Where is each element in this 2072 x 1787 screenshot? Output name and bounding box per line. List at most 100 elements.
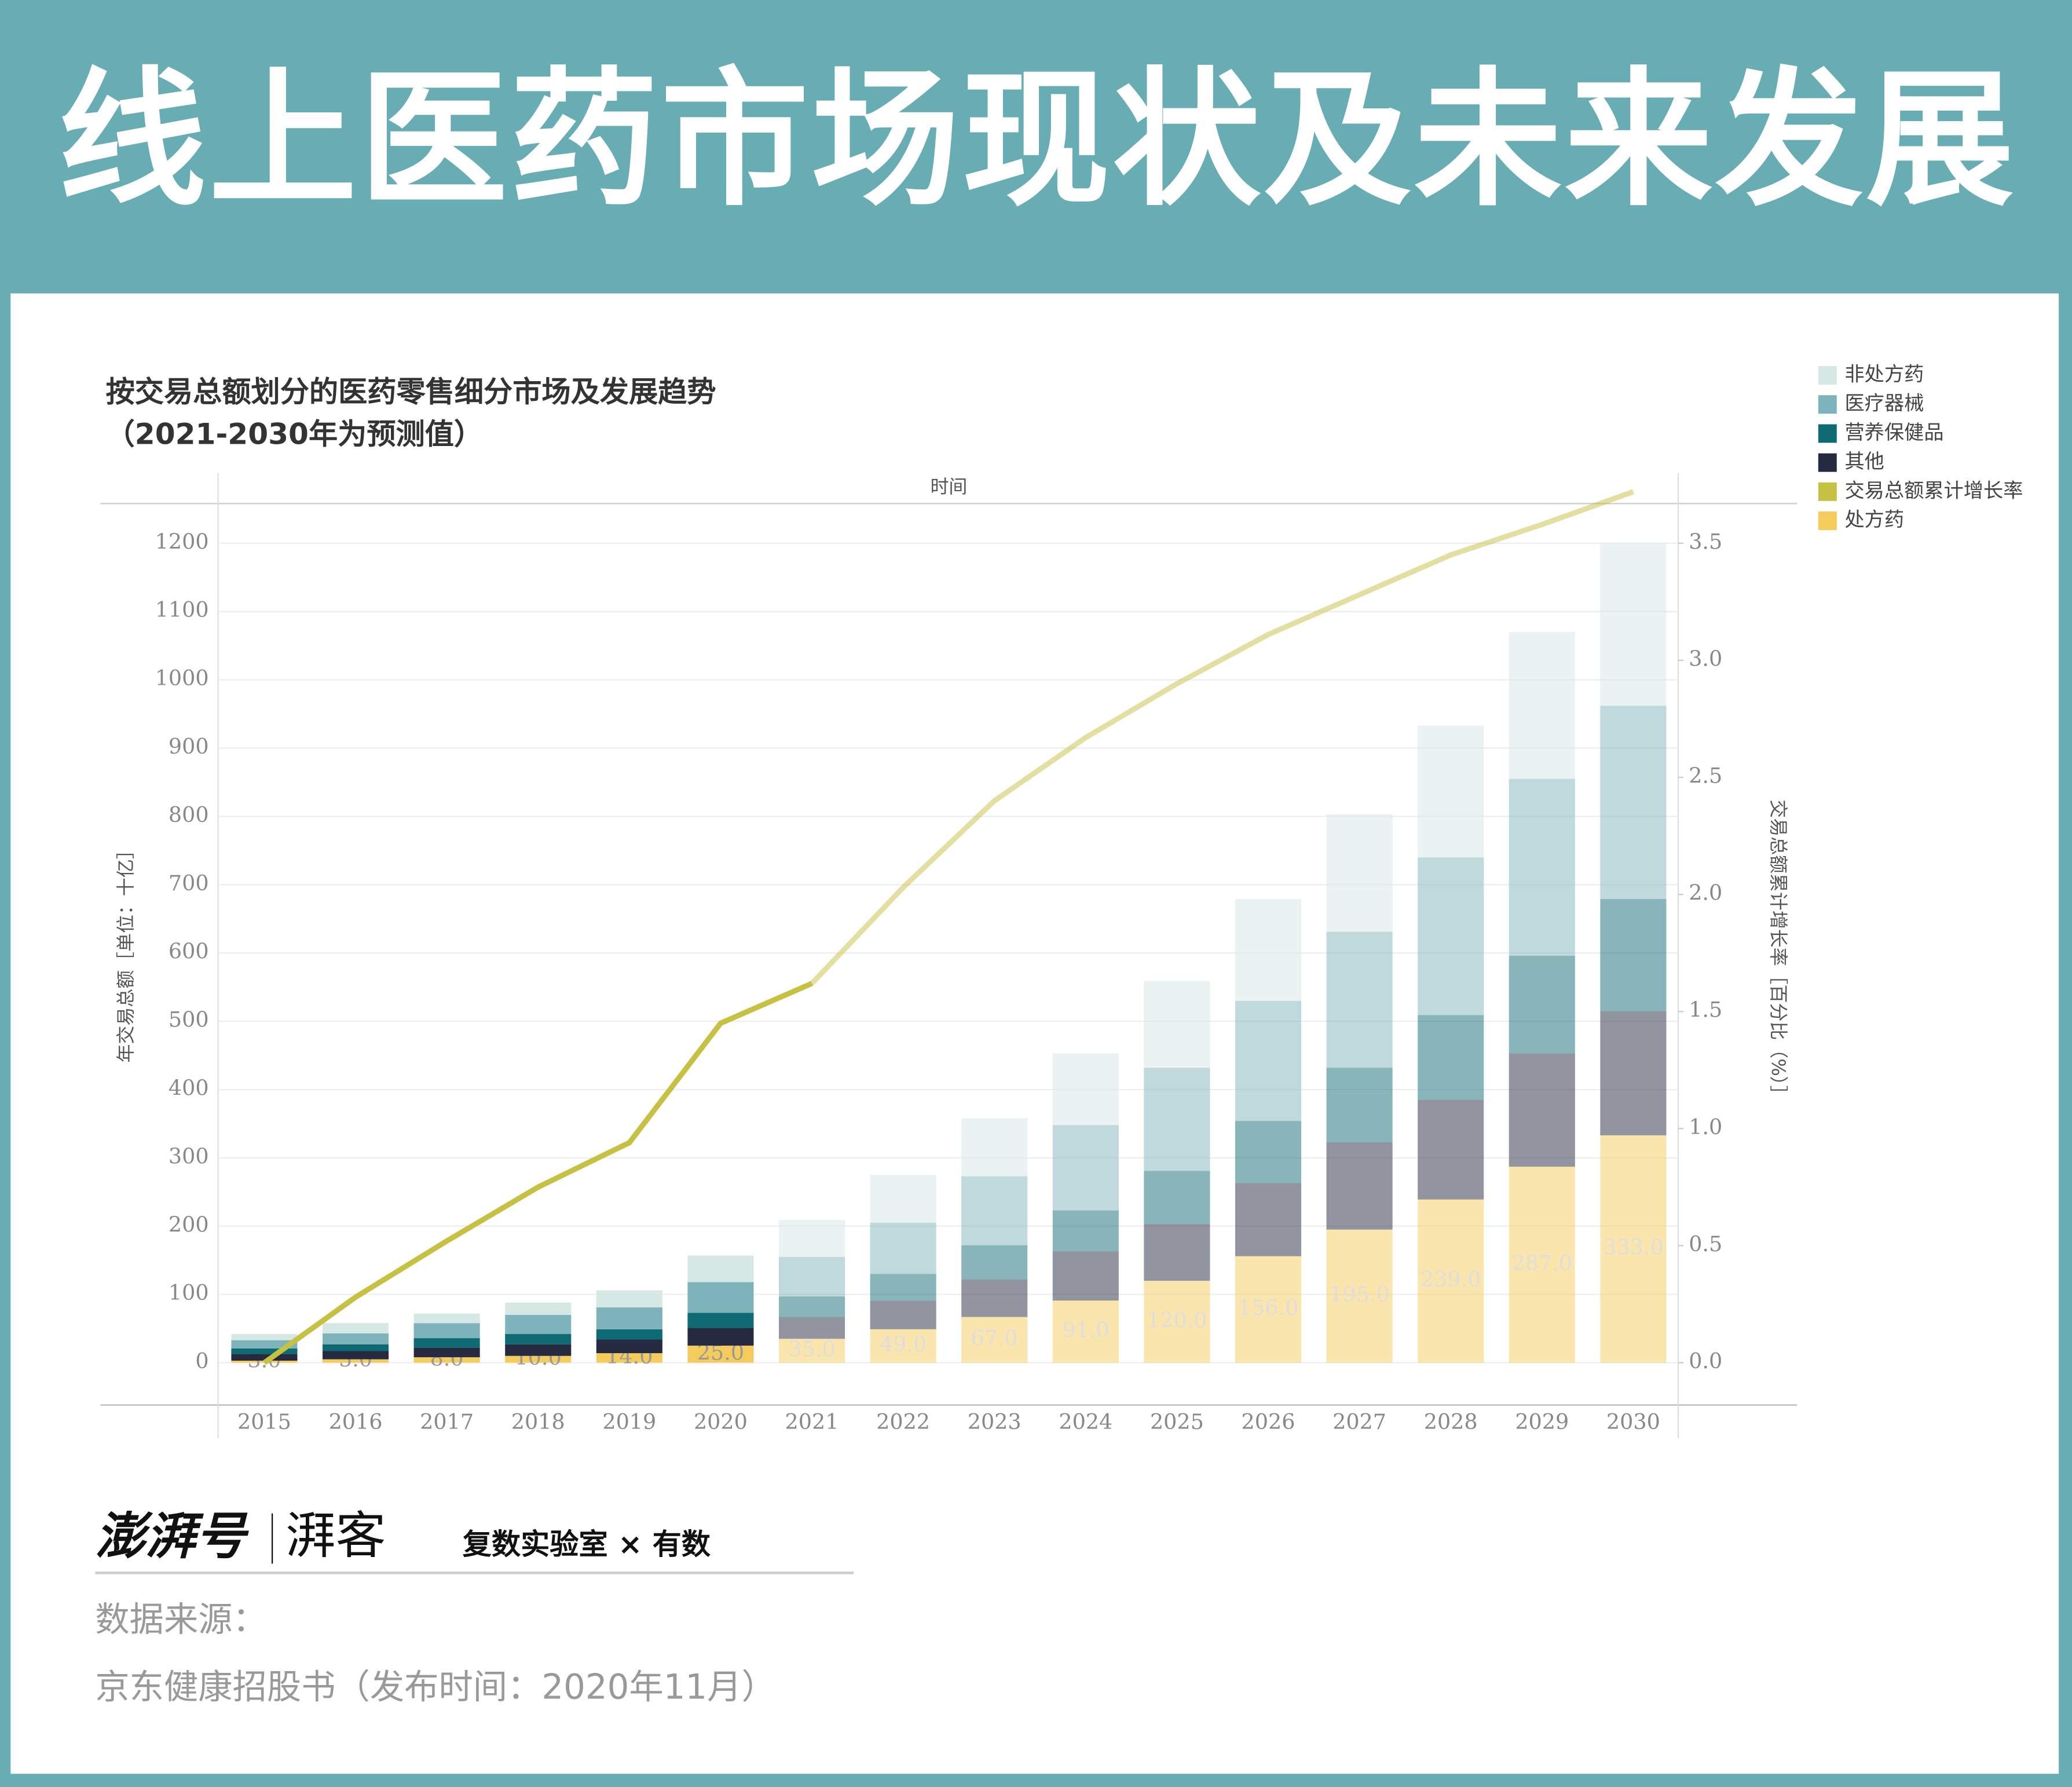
bar-segment [870, 1329, 936, 1363]
bar-segment [687, 1282, 754, 1313]
bar-segment [687, 1313, 754, 1328]
bar-segment [1418, 1099, 1484, 1200]
bar-segment [413, 1338, 480, 1348]
bar-segment [1418, 1015, 1484, 1100]
y2-tick-label: 2.0 [1689, 880, 1722, 905]
data-label: 333.0 [1603, 1235, 1664, 1260]
bar-segment [322, 1359, 389, 1363]
bar-segment [778, 1296, 845, 1317]
bar-segment [596, 1339, 662, 1354]
bar-segment [778, 1256, 845, 1297]
bar-segment [870, 1222, 936, 1274]
bar-segment [961, 1279, 1028, 1317]
x-tick-label: 2029 [1515, 1409, 1569, 1434]
bar-segment [505, 1302, 572, 1315]
bar-segment [1509, 1053, 1575, 1167]
y2-tick-label: 3.0 [1689, 646, 1722, 671]
bar-segment [1235, 1121, 1302, 1183]
legend-swatch [1818, 511, 1837, 531]
data-label: 35.0 [788, 1336, 835, 1361]
y2-tick-label: 2.5 [1689, 763, 1722, 788]
y2-tick-label: 0.5 [1689, 1231, 1722, 1256]
y2-tick-label: 3.5 [1689, 529, 1722, 554]
bar-segment [322, 1323, 389, 1333]
y-tick-label: 700 [169, 871, 209, 896]
bar-segment [505, 1334, 572, 1344]
bar-segment [505, 1315, 572, 1335]
legend-swatch [1818, 424, 1837, 443]
bar-segment [1235, 1256, 1302, 1363]
y-tick-label: 1100 [155, 597, 209, 622]
x-tick-label: 2015 [237, 1409, 291, 1434]
y2-tick-label: 1.5 [1689, 997, 1722, 1022]
x-tick-label: 2020 [694, 1409, 748, 1434]
bar-segment [1600, 543, 1667, 706]
x-tick-label: 2019 [602, 1409, 656, 1434]
bar-segment [687, 1346, 754, 1363]
bar-segment [1600, 1011, 1667, 1135]
bar-segment [322, 1344, 389, 1351]
chart-title: 按交易总额划分的医药零售细分市场及发展趋势 [106, 374, 716, 408]
x-tick-label: 2017 [420, 1409, 474, 1434]
y-tick-label: 400 [169, 1075, 209, 1100]
bar-segment [1235, 899, 1302, 1001]
legend-label: 非处方药 [1844, 363, 1924, 386]
bar-segment [1600, 1135, 1667, 1363]
legend-label: 交易总额累计增长率 [1844, 479, 2023, 502]
x-tick-label: 2016 [329, 1409, 383, 1434]
panel [10, 293, 2059, 1774]
bar-segment [961, 1317, 1028, 1363]
bar-segment [1509, 1167, 1575, 1363]
bar-segment [413, 1313, 480, 1324]
bar-segment [596, 1290, 662, 1308]
brand: 澎湃号 [95, 1508, 249, 1566]
source: 京东健康招股书（发布时间：2020年11月） [95, 1667, 775, 1706]
bar-segment [1418, 857, 1484, 1015]
bar-segment [231, 1348, 298, 1354]
bar-segment [596, 1353, 662, 1363]
y2-axis-label: 交易总额累计增长率［百分比（%）］ [1767, 799, 1789, 1103]
bar-segment [870, 1274, 936, 1301]
y-tick-label: 100 [169, 1280, 209, 1305]
bar-segment [1326, 931, 1393, 1068]
x-tick-label: 2018 [511, 1409, 565, 1434]
bar-segment [870, 1175, 936, 1223]
y-tick-label: 300 [169, 1143, 209, 1168]
bar-segment [1509, 632, 1575, 779]
data-label: 156.0 [1238, 1295, 1299, 1320]
bar-segment [1235, 1183, 1302, 1256]
bar-segment [961, 1118, 1028, 1176]
growth-line-actual [262, 981, 813, 1365]
y2-tick-label: 1.0 [1689, 1114, 1722, 1139]
bar-segment [413, 1357, 480, 1363]
bar-segment [687, 1255, 754, 1282]
bar-segment [322, 1351, 389, 1360]
legend-swatch [1818, 453, 1837, 472]
bar-segment [1052, 1053, 1119, 1125]
x-tick-label: 2030 [1606, 1409, 1660, 1434]
data-label: 287.0 [1512, 1251, 1573, 1276]
legend-label: 处方药 [1844, 509, 1904, 532]
bar-segment [1326, 1142, 1393, 1230]
data-label: 49.0 [880, 1332, 927, 1357]
bar-segment [1326, 814, 1393, 932]
bar-segment [596, 1329, 662, 1340]
legend-swatch [1818, 482, 1837, 501]
bar-segment [413, 1347, 480, 1358]
partner: 复数实验室 × 有数 [463, 1527, 711, 1561]
legend-label: 医疗器械 [1844, 392, 1924, 415]
bar-segment [505, 1344, 572, 1356]
bar-segment [1418, 1199, 1484, 1363]
bar-segment [1052, 1125, 1119, 1211]
legend-label: 其他 [1844, 450, 1884, 473]
legend-swatch [1818, 395, 1837, 414]
bar-segment [231, 1334, 298, 1340]
bar-segment [1509, 955, 1575, 1054]
x-axis-header: 时间 [930, 476, 967, 498]
plot: 0 100 200 300 400 500 600 700 800 900 1000 1100 1200… [155, 363, 2023, 1434]
brand2: 湃客 [285, 1507, 386, 1565]
y-tick-label: 900 [169, 734, 209, 759]
bar-segment [505, 1355, 572, 1363]
